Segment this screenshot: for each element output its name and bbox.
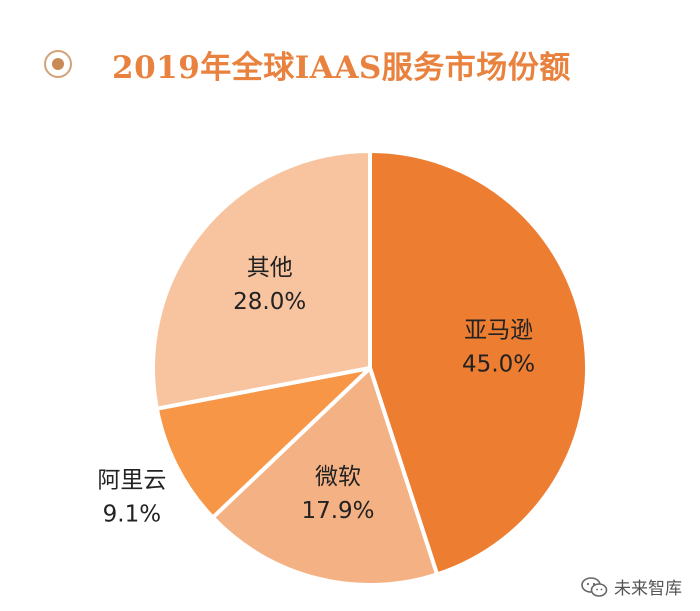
pie-slice-0: [368, 149, 589, 577]
pie-slice-1: [210, 366, 440, 587]
slice-value-1: 17.9%: [301, 498, 374, 524]
slice-value-0: 45.0%: [462, 352, 535, 378]
watermark: 未来智库: [580, 574, 682, 599]
slice-label-1: 微软: [315, 464, 361, 490]
watermark-text: 未来智库: [614, 579, 682, 599]
slice-value-3: 28.0%: [233, 289, 306, 315]
bullet-icon: [44, 50, 72, 78]
chart-title: 2019年全球IAAS服务市场份额: [112, 49, 571, 86]
pie-slice-3: [151, 149, 372, 411]
slice-label-2: 阿里云: [97, 468, 166, 494]
slice-value-2: 9.1%: [103, 502, 161, 528]
wechat-icon: [581, 576, 608, 597]
slice-label-0: 亚马逊: [464, 318, 533, 344]
pie-slice-2: [154, 366, 372, 520]
chart-header: 2019年全球IAAS服务市场份额: [44, 42, 571, 86]
slice-label-3: 其他: [247, 255, 293, 281]
